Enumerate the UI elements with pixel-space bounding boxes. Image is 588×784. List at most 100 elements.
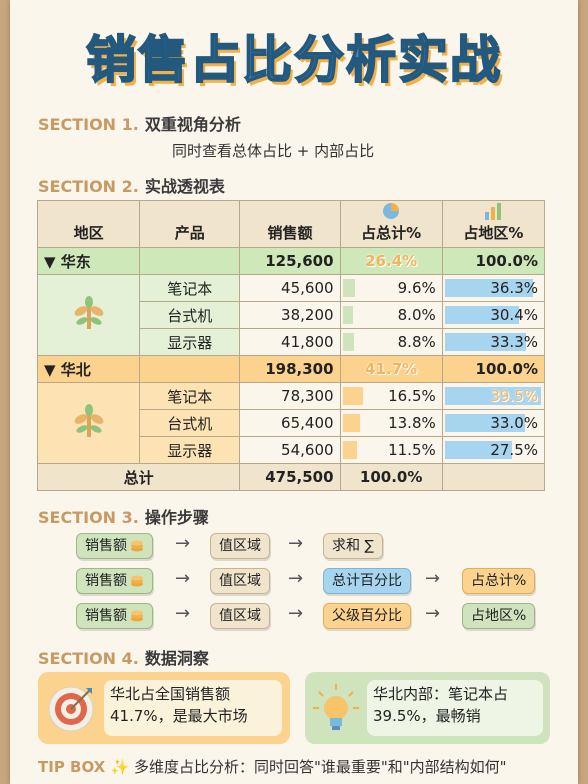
pivot-table: 地区 产品 销售额 占总计% 占地区% ▼ 华东 125,600 26.4% 1…: [36, 200, 546, 491]
step-field-label: 销售额: [85, 573, 127, 589]
pct-region-bar: [444, 441, 512, 459]
grand-total-label: 总计: [36, 463, 241, 491]
insight-right-text: 华北内部：笔记本占 39.5%，最畅销: [373, 683, 508, 727]
pct-total-bar: [342, 279, 355, 297]
pct-region-value: 30.4%: [490, 306, 538, 324]
pct-total-cell: 13.8%: [339, 409, 443, 437]
step-field-label: 销售额: [85, 538, 127, 554]
pct-total-cell: 8.8%: [339, 328, 443, 356]
pct-region-bar: [444, 387, 541, 405]
step-3-field[interactable]: 销售额: [76, 603, 153, 629]
section-4-label: SECTION 4.: [38, 649, 139, 668]
step-1-field[interactable]: 销售额: [76, 533, 153, 559]
pct-total-value: 16.5%: [388, 387, 436, 405]
sales-cell: 78,300: [239, 382, 341, 410]
section-1-title: 双重视角分析: [144, 115, 241, 134]
pct-region-bar: [444, 333, 526, 351]
step-3-result[interactable]: 占地区%: [462, 603, 536, 629]
tip-text: 多维度占比分析：同时回答"谁最重要"和"内部结构如何": [133, 758, 507, 776]
page-title: 销售占比分析实战: [85, 30, 502, 90]
grand-total-pct: 100.0%: [339, 463, 443, 491]
pie-chart-icon: [383, 203, 400, 219]
pct-region-value: 33.0%: [490, 414, 538, 432]
step-2-area[interactable]: 值区域: [210, 568, 270, 594]
grand-total-row: 总计 475,500 100.0%: [36, 463, 546, 491]
section-2-label: SECTION 2.: [38, 177, 139, 196]
group-product-empty: [139, 355, 241, 383]
group-region[interactable]: ▼ 华东: [36, 247, 141, 275]
group-region[interactable]: ▼ 华北: [36, 355, 141, 383]
header-region: 地区: [36, 200, 141, 248]
group-row-huadong[interactable]: ▼ 华东 125,600 26.4% 100.0%: [36, 247, 546, 275]
insight-card-left: 华北占全国销售额 41.7%，是最大市场: [38, 672, 290, 744]
pct-total-bar: [342, 441, 357, 459]
insight-left-panel: [104, 680, 282, 736]
table-row: 台式机 65,400 13.8% 33.0%: [38, 409, 546, 437]
insight-right-line1: 华北内部：笔记本占: [373, 685, 509, 703]
header-pct-total-label: 占总计%: [361, 224, 422, 242]
sales-cell: 41,800: [239, 328, 341, 356]
group-pct-total: 41.7%: [339, 355, 443, 383]
product-cell: 显示器: [139, 436, 241, 464]
pct-region-bar: [444, 279, 533, 297]
target-icon: [48, 686, 94, 732]
pct-total-cell: 11.5%: [339, 436, 443, 464]
step-1-area[interactable]: 值区域: [210, 533, 270, 559]
arrow-right-icon: →: [175, 533, 191, 554]
pct-total-cell: 8.0%: [339, 301, 443, 329]
group-total: 198,300: [239, 355, 341, 383]
insight-left-line1: 华北占全国销售额: [110, 685, 231, 703]
header-pct-total: 占总计%: [339, 200, 443, 248]
step-2-op[interactable]: 总计百分比: [323, 568, 411, 594]
group-total: 125,600: [239, 247, 341, 275]
pct-region-value: 36.3%: [490, 279, 538, 297]
pct-region-cell: 30.4%: [441, 301, 546, 329]
section-3-heading: SECTION 3. 操作步骤: [38, 504, 209, 528]
group-row-huabei[interactable]: ▼ 华北 198,300 41.7% 100.0%: [36, 355, 546, 383]
arrow-right-icon: →: [175, 568, 191, 589]
pct-total-value: 11.5%: [388, 441, 436, 459]
pct-total-bar: [342, 387, 363, 405]
step-field-label: 销售额: [85, 608, 127, 624]
group-product-empty: [139, 247, 241, 275]
table-row: 显示器 41,800 8.8% 33.3%: [38, 328, 546, 356]
arrow-right-icon: →: [288, 568, 304, 589]
pct-region-cell: 33.0%: [441, 409, 546, 437]
insight-left-text: 华北占全国销售额 41.7%，是最大市场: [110, 683, 248, 727]
coins-icon: [131, 540, 143, 552]
sprout-icon-cell: [36, 274, 141, 356]
lightbulb-icon: [313, 684, 359, 730]
arrow-right-icon: →: [425, 568, 441, 589]
arrow-right-icon: →: [175, 603, 191, 624]
pct-total-cell: 16.5%: [339, 382, 443, 410]
step-3-op[interactable]: 父级百分比: [323, 603, 411, 629]
sprout-icon-cell: [36, 382, 141, 464]
section-2-heading: SECTION 2. 实战透视表: [38, 173, 225, 197]
step-3-area[interactable]: 值区域: [210, 603, 270, 629]
pct-region-cell: 39.5%: [441, 382, 546, 410]
group-pct-total: 26.4%: [339, 247, 443, 275]
pct-region-cell: 27.5%: [441, 436, 546, 464]
coins-icon: [131, 610, 143, 622]
sales-cell: 54,600: [239, 436, 341, 464]
pct-total-bar: [342, 306, 353, 324]
pct-total-value: 13.8%: [388, 414, 436, 432]
sprout-icon: [74, 296, 103, 329]
section-1-heading: SECTION 1. 双重视角分析: [38, 111, 241, 135]
sales-cell: 65,400: [239, 409, 341, 437]
step-2-result[interactable]: 占总计%: [462, 568, 536, 594]
step-2-field[interactable]: 销售额: [76, 568, 153, 594]
sprout-icon: [74, 404, 103, 437]
arrow-right-icon: →: [425, 603, 441, 624]
arrow-right-icon: →: [288, 533, 304, 554]
header-sales: 销售额: [239, 200, 341, 248]
pct-total-cell: 9.6%: [339, 274, 443, 302]
sales-cell: 45,600: [239, 274, 341, 302]
pct-total-value: 8.0%: [397, 306, 436, 324]
product-cell: 台式机: [139, 409, 241, 437]
grand-total-empty: [441, 463, 546, 491]
header-pct-region: 占地区%: [441, 200, 546, 248]
table-header-row: 地区 产品 销售额 占总计% 占地区%: [36, 200, 546, 248]
step-1-op[interactable]: 求和 ∑: [323, 533, 383, 559]
pct-region-bar: [444, 306, 519, 324]
